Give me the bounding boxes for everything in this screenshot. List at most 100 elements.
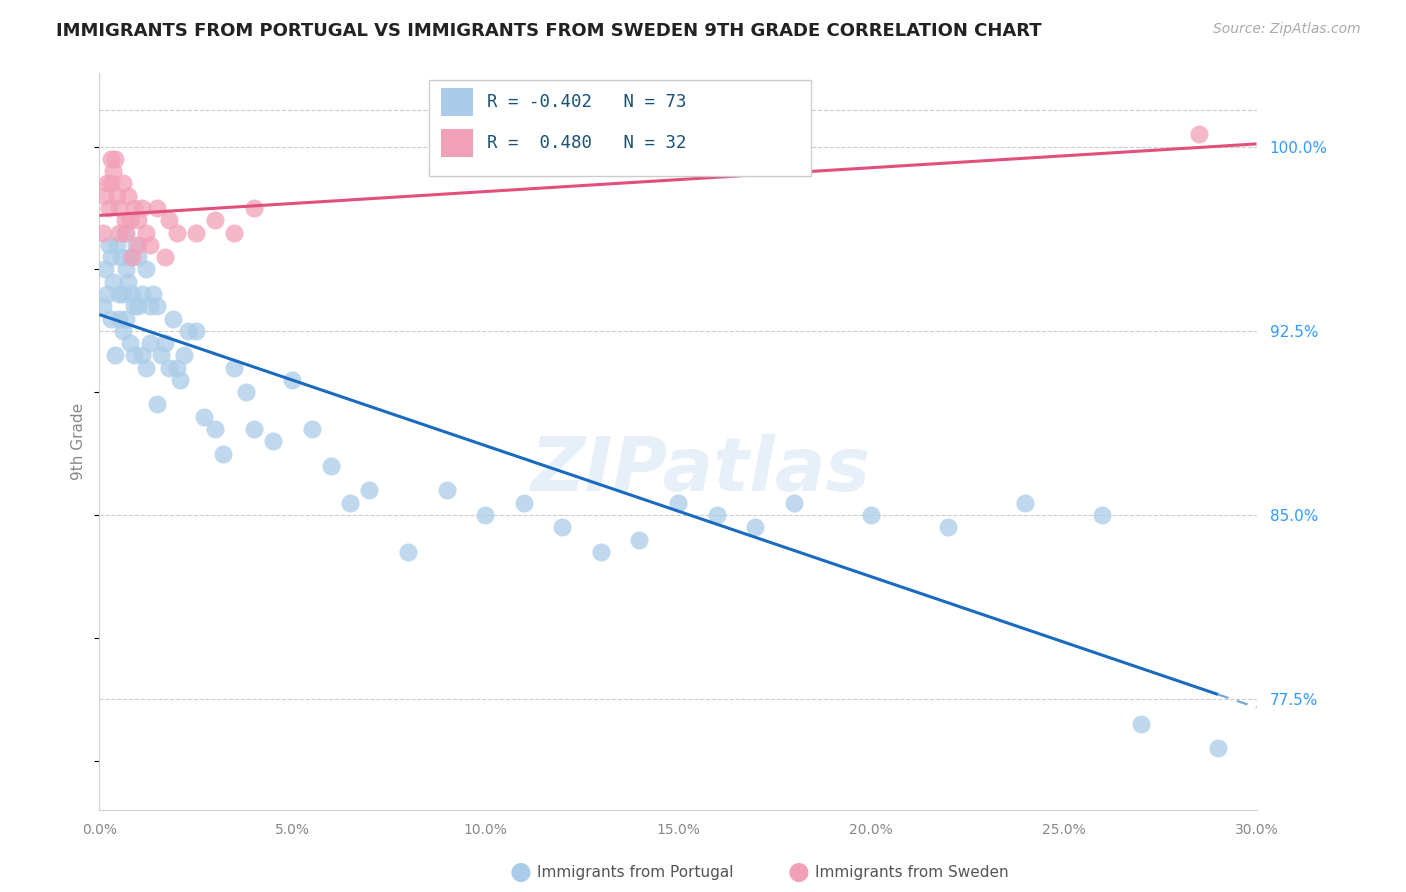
Point [396,545,419,559]
Point [173,348,195,362]
Point [127,213,149,227]
Point [138,238,160,252]
Text: R =  0.480   N = 32: R = 0.480 N = 32 [486,134,686,152]
Point [120,213,142,227]
Point [589,545,612,559]
Point [153,336,176,351]
Point [242,422,264,436]
Point [301,422,323,436]
Point [107,311,129,326]
Point [127,238,149,252]
Point [98,201,121,215]
Point [101,275,124,289]
Point [105,188,128,202]
Point [122,299,145,313]
Point [169,373,191,387]
Point [121,250,143,264]
Point [138,299,160,313]
Point [96,177,118,191]
Point [121,287,143,301]
Point [142,287,165,301]
Point [111,177,134,191]
Point [115,262,138,277]
Point [319,458,342,473]
Point [153,250,176,264]
Text: IMMIGRANTS FROM PORTUGAL VS IMMIGRANTS FROM SWEDEN 9TH GRADE CORRELATION CHART: IMMIGRANTS FROM PORTUGAL VS IMMIGRANTS F… [56,22,1042,40]
Point [114,213,136,227]
Point [783,496,806,510]
Point [551,520,574,534]
Point [359,483,381,498]
Point [110,250,132,264]
Point [204,422,226,436]
Point [339,496,361,510]
Point [666,496,689,510]
Point [98,238,121,252]
Point [122,201,145,215]
Point [111,324,134,338]
Point [146,299,169,313]
Point [111,287,134,301]
Point [135,360,157,375]
Point [193,409,215,424]
Point [281,373,304,387]
Point [127,250,149,264]
Point [436,483,458,498]
FancyBboxPatch shape [440,88,474,117]
Point [104,152,127,166]
Point [744,520,766,534]
Point [936,520,959,534]
Point [859,508,882,522]
Point [166,226,188,240]
Point [131,287,153,301]
Point [100,311,122,326]
FancyBboxPatch shape [440,129,474,157]
Point [224,360,246,375]
FancyBboxPatch shape [429,80,811,176]
Point [120,250,142,264]
Point [1188,128,1211,142]
Point [131,201,153,215]
Text: ●: ● [787,861,810,884]
Point [242,201,264,215]
Point [100,250,122,264]
Point [117,188,139,202]
Point [162,311,184,326]
Point [96,287,118,301]
Point [212,447,235,461]
Point [91,226,114,240]
Point [135,262,157,277]
Point [177,324,200,338]
Point [104,348,127,362]
Text: Immigrants from Portugal: Immigrants from Portugal [537,865,734,880]
Point [115,311,138,326]
Point [127,299,149,313]
Point [184,324,207,338]
Point [146,397,169,411]
Point [150,348,173,362]
Point [706,508,728,522]
Point [157,360,180,375]
Point [138,336,160,351]
Point [131,348,153,362]
Point [224,226,246,240]
Point [135,226,157,240]
Point [146,201,169,215]
Point [114,226,136,240]
Point [94,262,117,277]
Point [474,508,496,522]
Point [94,188,117,202]
Point [184,226,207,240]
Point [122,348,145,362]
Point [125,238,148,252]
Point [512,496,534,510]
Point [235,385,257,400]
Point [117,275,139,289]
Text: Source: ZipAtlas.com: Source: ZipAtlas.com [1213,22,1361,37]
Point [107,201,129,215]
Point [91,299,114,313]
Text: Immigrants from Sweden: Immigrants from Sweden [815,865,1010,880]
Point [1014,496,1036,510]
Text: ●: ● [509,861,531,884]
Point [157,213,180,227]
